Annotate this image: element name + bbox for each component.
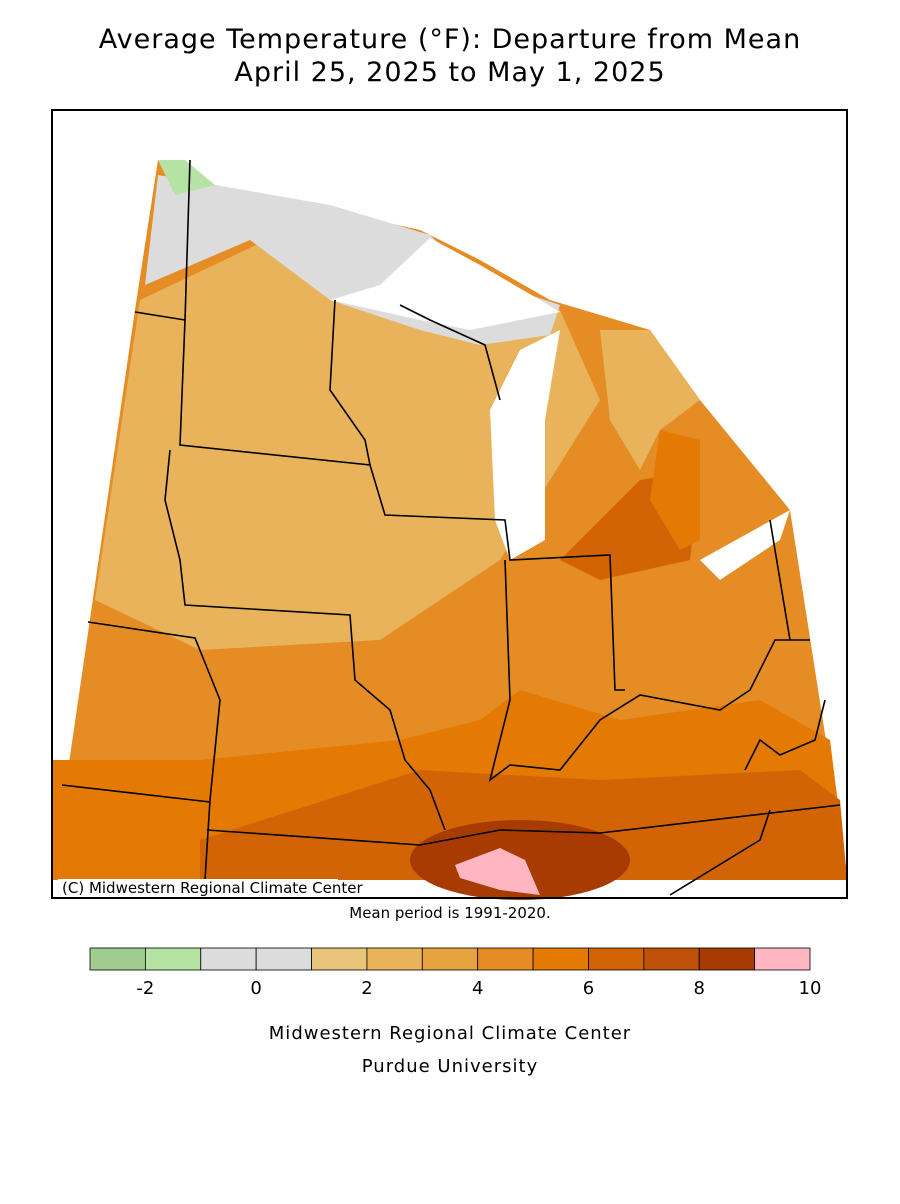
state-line — [769, 519, 791, 641]
legend-swatch — [754, 947, 811, 971]
map-region — [600, 330, 700, 470]
map-region — [455, 848, 540, 895]
subtitle: April 25, 2025 to May 1, 2025 — [234, 57, 665, 88]
legend-swatch — [698, 947, 756, 971]
legend-swatch — [588, 947, 645, 971]
legend-swatch — [643, 947, 700, 971]
state-line — [61, 784, 211, 803]
legend-tick-label: -2 — [136, 978, 154, 999]
legend-swatch — [255, 947, 312, 971]
legend-tick-label: 0 — [250, 978, 261, 999]
legend-swatch — [200, 947, 257, 971]
map-region — [158, 160, 215, 195]
map-frame — [51, 109, 848, 899]
lake — [490, 330, 560, 560]
legend-swatch — [366, 947, 423, 971]
footer: Midwestern Regional Climate Center — [269, 1023, 631, 1044]
title: Average Temperature (°F): Departure from… — [99, 24, 801, 55]
state-line — [744, 699, 826, 771]
lake — [330, 238, 560, 330]
state-line — [164, 449, 446, 831]
legend-swatch — [89, 947, 146, 971]
legend-swatch — [532, 947, 589, 971]
footer: Purdue University — [362, 1056, 538, 1077]
legend-swatch — [477, 947, 534, 971]
legend-tick-label: 4 — [472, 978, 483, 999]
state-line — [669, 809, 771, 896]
state-line — [206, 804, 841, 846]
credit-box — [58, 879, 338, 897]
state-line — [329, 299, 371, 466]
state-line — [184, 159, 191, 321]
state-line — [488, 559, 810, 782]
legend: -2 0 2 4 6 8 10 — [89, 947, 822, 999]
legend-swatch — [144, 947, 202, 971]
legend-swatch — [311, 947, 368, 971]
legend-tick-label: 2 — [361, 978, 372, 999]
legend-tick-label: 10 — [799, 978, 822, 999]
legend-tick-label: 8 — [694, 978, 705, 999]
state-line — [134, 311, 625, 691]
credit: (C) Midwestern Regional Climate Center — [62, 879, 363, 897]
legend-swatch — [421, 947, 479, 971]
map: (C) Midwestern Regional Climate Center — [51, 109, 848, 900]
note: Mean period is 1991-2020. — [349, 904, 550, 922]
lake — [700, 510, 790, 580]
state-line — [87, 621, 221, 881]
legend-tick-label: 6 — [583, 978, 594, 999]
map-region — [650, 430, 700, 550]
state-line — [399, 304, 501, 401]
